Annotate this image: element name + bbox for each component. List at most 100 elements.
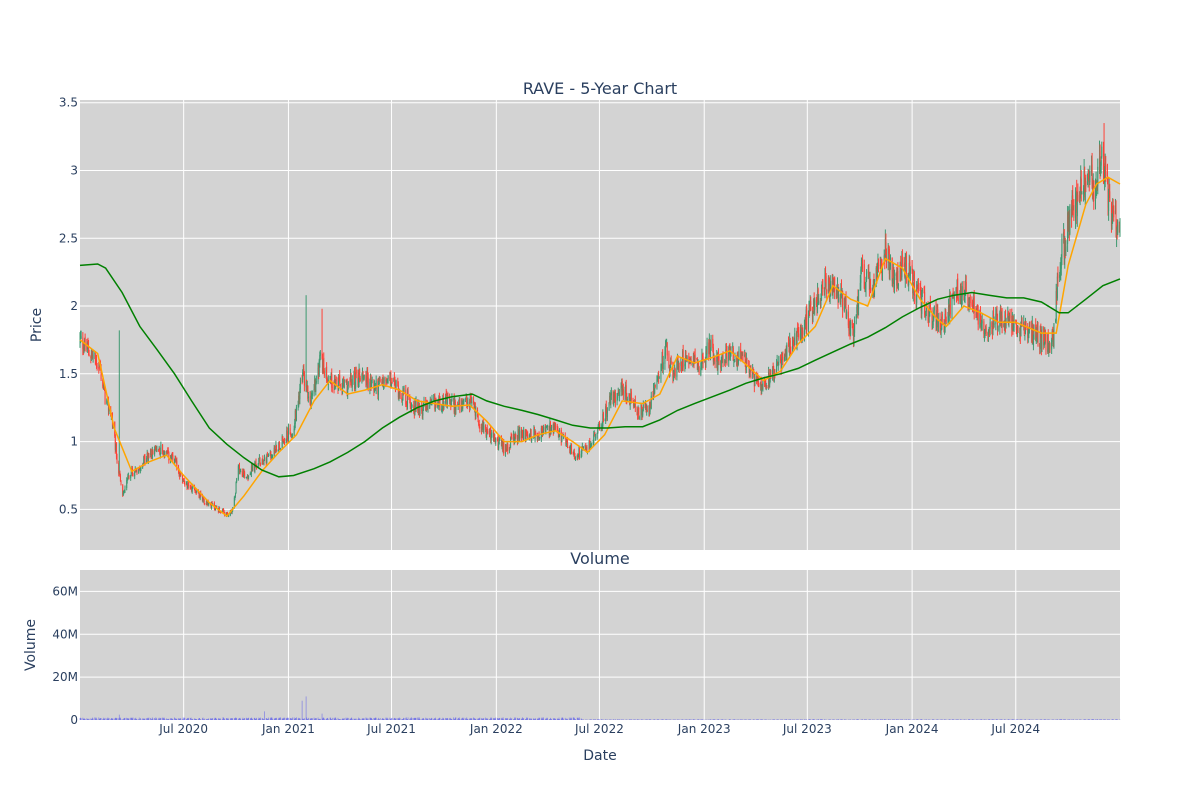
candle-body bbox=[1055, 291, 1057, 322]
candle-body bbox=[578, 448, 580, 457]
candle-body bbox=[322, 359, 324, 373]
candle-body bbox=[410, 408, 412, 409]
candle-body bbox=[429, 404, 431, 409]
candle-body bbox=[768, 371, 770, 388]
candle-body bbox=[167, 450, 169, 452]
candle-body bbox=[323, 357, 325, 372]
candle-body bbox=[760, 381, 762, 390]
candle-body bbox=[469, 397, 471, 406]
candle-body bbox=[350, 374, 352, 382]
candle-body bbox=[983, 333, 985, 336]
candle-body bbox=[944, 313, 946, 328]
candle-body bbox=[506, 449, 508, 451]
candle-body bbox=[204, 503, 206, 504]
candle-body bbox=[477, 414, 479, 422]
candle-body bbox=[361, 373, 363, 380]
candle-body bbox=[884, 238, 886, 261]
candle-body bbox=[526, 432, 528, 434]
candle-body bbox=[819, 301, 821, 304]
candle-body bbox=[192, 485, 194, 488]
candle-body bbox=[1084, 183, 1086, 201]
candle-body bbox=[84, 336, 86, 347]
candle-body bbox=[875, 267, 877, 283]
candle-body bbox=[610, 392, 612, 396]
candle-body bbox=[1117, 221, 1119, 234]
candle-body bbox=[458, 400, 460, 405]
candle-body bbox=[1015, 320, 1017, 323]
candle-body bbox=[1113, 210, 1115, 218]
candle-body bbox=[175, 461, 177, 462]
candle-body bbox=[346, 378, 348, 394]
candle-body bbox=[593, 433, 595, 434]
candle-body bbox=[397, 385, 399, 398]
candle-body bbox=[732, 345, 734, 349]
candle-body bbox=[822, 279, 824, 290]
candle-body bbox=[811, 311, 813, 317]
candle-body bbox=[351, 379, 353, 388]
candle-body bbox=[319, 352, 321, 356]
candle-body bbox=[167, 450, 169, 452]
candle-body bbox=[851, 320, 853, 326]
candle-body bbox=[680, 361, 682, 366]
candle-body bbox=[294, 410, 296, 424]
candle-body bbox=[362, 371, 364, 379]
candle-body bbox=[339, 375, 341, 384]
candle-body bbox=[601, 425, 603, 429]
candle-body bbox=[250, 466, 252, 475]
candle-body bbox=[925, 304, 927, 312]
x-tick-label: Jul 2022 bbox=[574, 722, 624, 736]
candle-body bbox=[531, 437, 533, 442]
candle-body bbox=[725, 348, 727, 351]
candle-body bbox=[482, 420, 484, 429]
candle-body bbox=[726, 350, 728, 362]
candle-body bbox=[402, 390, 404, 401]
candle-body bbox=[1021, 321, 1023, 327]
candle-body bbox=[119, 475, 121, 482]
candle-body bbox=[549, 422, 551, 436]
candle-body bbox=[567, 440, 569, 448]
candle-body bbox=[1048, 348, 1050, 352]
candle-body bbox=[674, 370, 676, 373]
candle-body bbox=[1096, 185, 1098, 187]
candle-body bbox=[773, 375, 775, 382]
candle-body bbox=[306, 380, 308, 390]
candle-body bbox=[186, 484, 188, 488]
candle-body bbox=[305, 381, 307, 388]
candle-body bbox=[270, 451, 272, 458]
candle-body bbox=[306, 385, 308, 391]
candle-body bbox=[698, 366, 700, 373]
candle-body bbox=[848, 323, 850, 330]
candle-body bbox=[981, 323, 983, 327]
candle-body bbox=[584, 445, 586, 448]
candle-body bbox=[194, 489, 196, 492]
candle-body bbox=[269, 452, 271, 457]
candle-body bbox=[868, 271, 870, 278]
candle-body bbox=[596, 433, 598, 439]
candle-body bbox=[411, 404, 413, 407]
candle-body bbox=[282, 436, 284, 442]
candle-body bbox=[1005, 313, 1007, 329]
candle-body bbox=[1036, 327, 1038, 340]
candle-body bbox=[535, 432, 537, 434]
candle-body bbox=[126, 480, 128, 488]
candle-body bbox=[512, 434, 514, 439]
candle-body bbox=[649, 403, 651, 412]
candle-body bbox=[307, 396, 309, 399]
candle-body bbox=[1118, 224, 1120, 232]
candle-body bbox=[828, 279, 830, 285]
candle-body bbox=[987, 332, 989, 336]
candle-body bbox=[206, 500, 208, 506]
candle-body bbox=[307, 385, 309, 399]
candle-body bbox=[936, 310, 938, 323]
candle-body bbox=[777, 362, 779, 366]
candle-body bbox=[337, 382, 339, 389]
candle-body bbox=[960, 286, 962, 298]
candle-body bbox=[944, 326, 946, 330]
candle-body bbox=[571, 444, 573, 452]
volume-gridlines bbox=[80, 570, 1120, 720]
candle-body bbox=[433, 397, 435, 401]
candle-body bbox=[409, 396, 411, 401]
candle-body bbox=[1073, 204, 1075, 218]
candle-body bbox=[342, 378, 344, 383]
candle-body bbox=[649, 406, 651, 413]
